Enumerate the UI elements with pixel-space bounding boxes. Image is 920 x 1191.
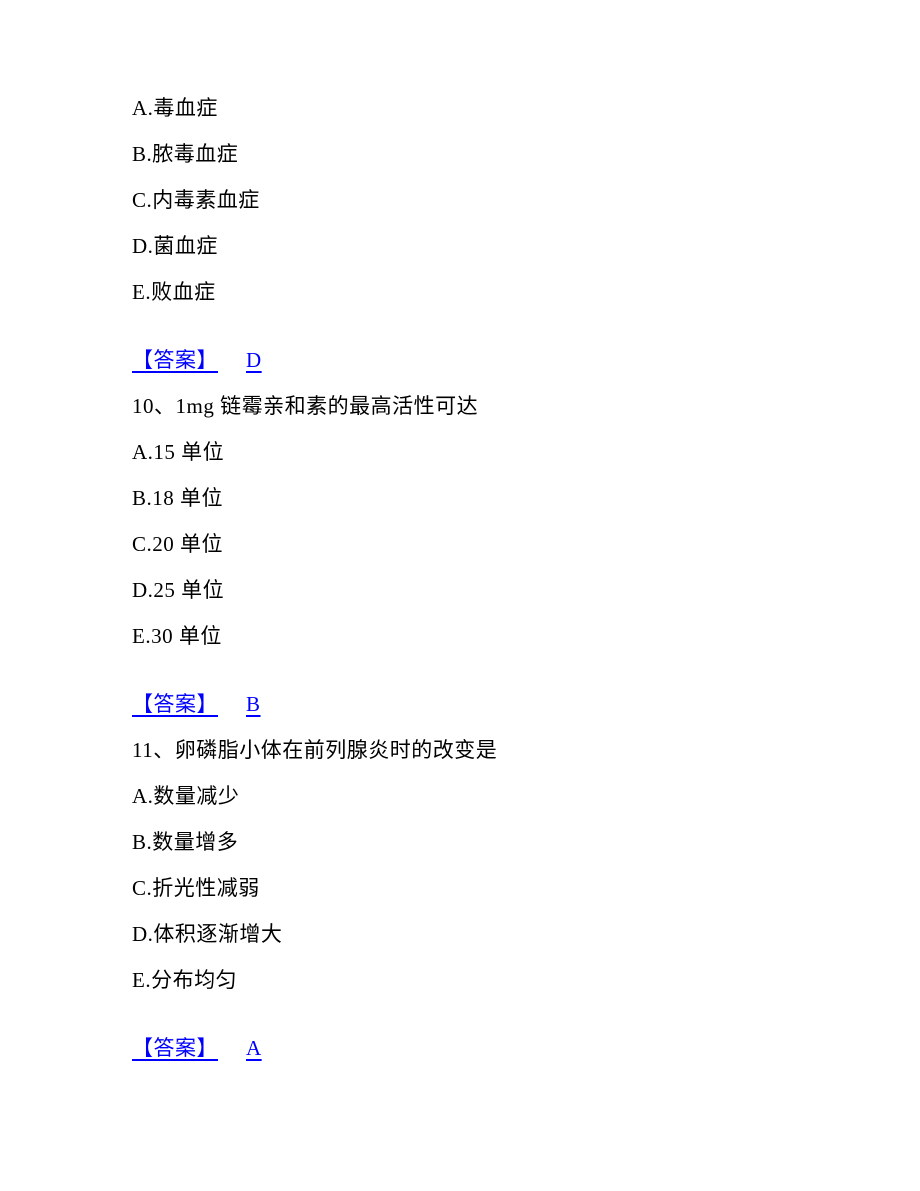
q9-option-b: B.脓毒血症 xyxy=(132,144,790,165)
answer-letter: D xyxy=(246,348,262,372)
q9-option-a: A.毒血症 xyxy=(132,98,790,119)
q11-option-c: C.折光性减弱 xyxy=(132,878,790,899)
q10-stem: 10、1mg 链霉亲和素的最高活性可达 xyxy=(132,396,790,417)
q11-stem: 11、卵磷脂小体在前列腺炎时的改变是 xyxy=(132,740,790,761)
q10-option-a: A.15 单位 xyxy=(132,442,790,463)
q11-option-e: E.分布均匀 xyxy=(132,970,790,991)
q9-option-c: C.内毒素血症 xyxy=(132,190,790,211)
q10-option-c: C.20 单位 xyxy=(132,534,790,555)
spacer xyxy=(132,672,790,694)
document-page: A.毒血症 B.脓毒血症 C.内毒素血症 D.菌血症 E.败血症 【答案】 D 1… xyxy=(0,0,920,1191)
answer-label: 【答案】 xyxy=(132,1036,218,1060)
q11-option-d: D.体积逐渐增大 xyxy=(132,924,790,945)
q11-answer: 【答案】 A xyxy=(132,1038,790,1059)
q11-option-b: B.数量增多 xyxy=(132,832,790,853)
answer-letter: B xyxy=(246,692,261,716)
answer-letter: A xyxy=(246,1036,262,1060)
q9-option-d: D.菌血症 xyxy=(132,236,790,257)
q11-option-a: A.数量减少 xyxy=(132,786,790,807)
q10-option-d: D.25 单位 xyxy=(132,580,790,601)
answer-label: 【答案】 xyxy=(132,692,218,716)
q10-option-e: E.30 单位 xyxy=(132,626,790,647)
answer-label: 【答案】 xyxy=(132,348,218,372)
spacer xyxy=(132,1016,790,1038)
q9-option-e: E.败血症 xyxy=(132,282,790,303)
q10-option-b: B.18 单位 xyxy=(132,488,790,509)
q9-answer: 【答案】 D xyxy=(132,350,790,371)
spacer xyxy=(132,328,790,350)
q10-answer: 【答案】 B xyxy=(132,694,790,715)
